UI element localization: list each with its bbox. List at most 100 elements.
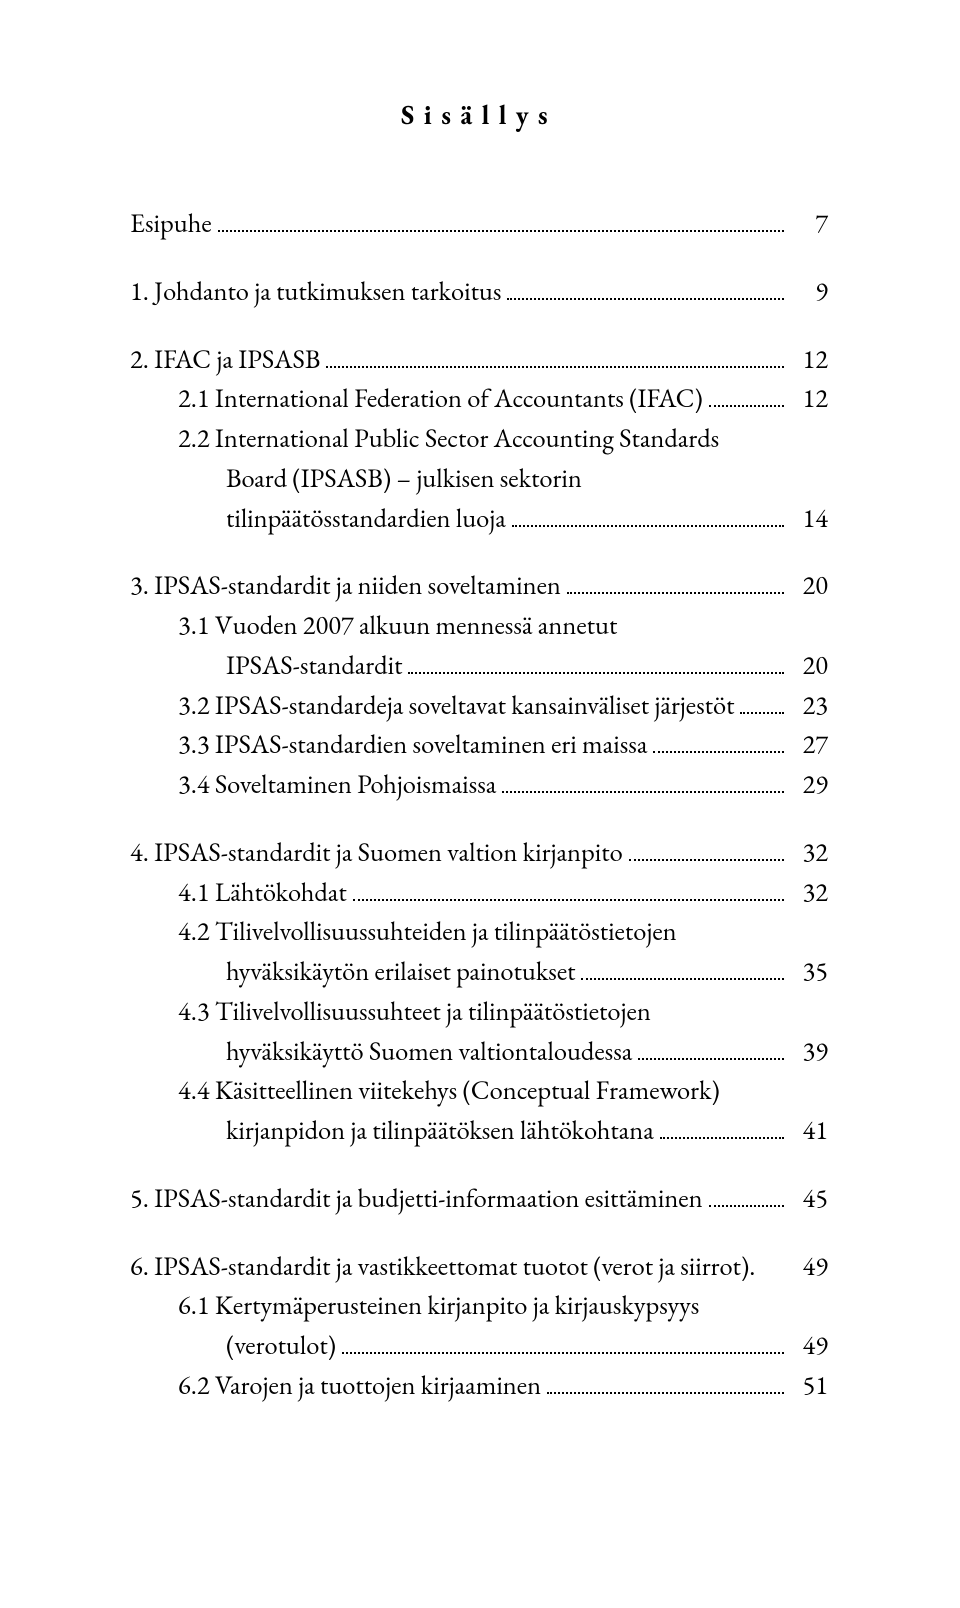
toc-entry-page: 14 — [790, 498, 828, 538]
toc-entry-label: 6. IPSAS-standardit ja vastikkeettomat t… — [130, 1246, 749, 1286]
toc-entry: 6.1 Kertymäperusteinen kirjanpito ja kir… — [130, 1285, 828, 1365]
toc-entry-label: Esipuhe — [130, 203, 212, 243]
toc-entry-label: 1. Johdanto ja tutkimuksen tarkoitus — [130, 271, 501, 311]
toc-entry-line: 1. Johdanto ja tutkimuksen tarkoitus 9 — [130, 271, 828, 311]
toc-entry-line: 3. IPSAS-standardit ja niiden soveltamin… — [130, 565, 828, 605]
toc-entry-line: 6.1 Kertymäperusteinen kirjanpito ja kir… — [130, 1285, 828, 1325]
toc-entry: 2.1 International Federation of Accounta… — [130, 378, 828, 418]
toc-entry-line: 4.3 Tilivelvollisuussuhteet ja tilinpäät… — [130, 991, 828, 1031]
toc-entry-page: 9 — [790, 271, 828, 311]
toc-entry-label: (verotulot) — [226, 1325, 336, 1365]
toc-entry: 2. IFAC ja IPSASB 12 — [130, 339, 828, 379]
toc-leader-dots — [581, 956, 784, 980]
toc-entry-label: 5. IPSAS-standardit ja budjetti-informaa… — [130, 1178, 703, 1218]
toc-entry: 6.2 Varojen ja tuottojen kirjaaminen 51 — [130, 1365, 828, 1405]
toc-entry-page: 20 — [790, 565, 828, 605]
toc-entry-label: tilinpäätösstandardien luoja — [226, 498, 506, 538]
toc-entry-line: 4. IPSAS-standardit ja Suomen valtion ki… — [130, 832, 828, 872]
toc-entry: 4. IPSAS-standardit ja Suomen valtion ki… — [130, 832, 828, 872]
toc-entry-line: 3.2 IPSAS-standardeja soveltavat kansain… — [130, 685, 828, 725]
toc-entry: 3.3 IPSAS-standardien soveltaminen eri m… — [130, 724, 828, 764]
toc-entry-line: 2. IFAC ja IPSASB 12 — [130, 339, 828, 379]
toc-entry-label: 4.1 Lähtökohdat — [178, 872, 347, 912]
toc-entry-line: hyväksikäyttö Suomen valtiontaloudessa 39 — [130, 1031, 828, 1071]
toc-leader-dots — [218, 208, 784, 232]
toc-entry-line: 2.1 International Federation of Accounta… — [130, 378, 828, 418]
table-of-contents: Esipuhe 7 1. Johdanto ja tutkimuksen tarko… — [130, 203, 828, 1405]
toc-entry: 1. Johdanto ja tutkimuksen tarkoitus 9 — [130, 271, 828, 311]
toc-entry-line: 3.3 IPSAS-standardien soveltaminen eri m… — [130, 724, 828, 764]
toc-entry-label: 3.4 Soveltaminen Pohjoismaissa — [178, 764, 496, 804]
toc-entry-line: 3.1 Vuoden 2007 alkuun mennessä annetut — [130, 605, 828, 645]
toc-entry: 3.2 IPSAS-standardeja soveltavat kansain… — [130, 685, 828, 725]
toc-entry-page: 12 — [790, 339, 828, 379]
toc-entry: 6. IPSAS-standardit ja vastikkeettomat t… — [130, 1246, 828, 1286]
toc-entry-page: 49 — [790, 1246, 828, 1286]
toc-entry-label: 6.2 Varojen ja tuottojen kirjaaminen — [178, 1365, 541, 1405]
toc-entry-line: Esipuhe 7 — [130, 203, 828, 243]
toc-entry: 4.1 Lähtökohdat32 — [130, 872, 828, 912]
toc-entry-page: 23 — [790, 685, 828, 725]
toc-entry: Esipuhe 7 — [130, 203, 828, 243]
toc-entry-line: (verotulot) 49 — [130, 1325, 828, 1365]
toc-entry-line: IPSAS-standardit 20 — [130, 645, 828, 685]
toc-leader-dots — [660, 1115, 784, 1139]
toc-entry-line: Board (IPSASB) – julkisen sektorin — [130, 458, 828, 498]
page-title: Sisällys — [130, 98, 828, 133]
toc-entry: 3. IPSAS-standardit ja niiden soveltamin… — [130, 565, 828, 605]
toc-entry: 4.4 Käsitteellinen viitekehys (Conceptua… — [130, 1070, 828, 1150]
toc-entry-page: 27 — [790, 724, 828, 764]
toc-entry-page: 32 — [790, 832, 828, 872]
toc-entry-label: 3. IPSAS-standardit ja niiden soveltamin… — [130, 565, 561, 605]
toc-leader-dots — [342, 1330, 784, 1354]
toc-entry-page: 7 — [790, 203, 828, 243]
toc-entry-label: 3.2 IPSAS-standardeja soveltavat kansain… — [178, 685, 734, 725]
toc-entry-line: tilinpäätösstandardien luoja 14 — [130, 498, 828, 538]
toc-entry: 5. IPSAS-standardit ja budjetti-informaa… — [130, 1178, 828, 1218]
toc-entry-label: hyväksikäytön erilaiset painotukset — [226, 951, 575, 991]
toc-entry: 2.2 International Public Sector Accounti… — [130, 418, 828, 537]
toc-entry-line: 4.1 Lähtökohdat32 — [130, 872, 828, 912]
toc-entry-page: 41 — [790, 1110, 828, 1150]
toc-entry-label: 4. IPSAS-standardit ja Suomen valtion ki… — [130, 832, 623, 872]
toc-leader-dots — [547, 1370, 784, 1394]
toc-entry-page: 49 — [790, 1325, 828, 1365]
toc-entry-page: 20 — [790, 645, 828, 685]
toc-leader-dots — [507, 276, 784, 300]
toc-entry-line: 4.4 Käsitteellinen viitekehys (Conceptua… — [130, 1070, 828, 1110]
toc-leader-dots — [709, 1183, 784, 1207]
toc-entry-page: 45 — [790, 1178, 828, 1218]
toc-entry-label: 3.3 IPSAS-standardien soveltaminen eri m… — [178, 724, 647, 764]
toc-entry-label: IPSAS-standardit — [226, 645, 402, 685]
toc-leader-dots — [709, 383, 784, 407]
toc-entry-label: 2. IFAC ja IPSASB — [130, 339, 320, 379]
toc-entry-line: 2.2 International Public Sector Accounti… — [130, 418, 828, 458]
toc-entry-line: 6.2 Varojen ja tuottojen kirjaaminen 51 — [130, 1365, 828, 1405]
toc-entry: 4.2 Tilivelvollisuussuhteiden ja tilinpä… — [130, 911, 828, 991]
toc-entry-label: hyväksikäyttö Suomen valtiontaloudessa — [226, 1031, 632, 1071]
toc-entry-label: kirjanpidon ja tilinpäätöksen lähtökohta… — [226, 1110, 654, 1150]
toc-leader-dots — [326, 344, 784, 368]
toc-leader-dots — [629, 837, 784, 861]
toc-entry-page: 51 — [790, 1365, 828, 1405]
toc-leader-dots — [567, 570, 784, 594]
toc-leader-dots — [638, 1036, 784, 1060]
toc-leader-dots — [740, 690, 784, 714]
toc-leader-dots — [408, 650, 784, 674]
toc-leader-short: . — [749, 1246, 755, 1286]
toc-entry-line: 6. IPSAS-standardit ja vastikkeettomat t… — [130, 1246, 828, 1286]
toc-entry-line: 4.2 Tilivelvollisuussuhteiden ja tilinpä… — [130, 911, 828, 951]
toc-entry: 3.4 Soveltaminen Pohjoismaissa 29 — [130, 764, 828, 804]
toc-entry-page: 39 — [790, 1031, 828, 1071]
toc-leader-dots — [512, 503, 784, 527]
toc-entry: 3.1 Vuoden 2007 alkuun mennessä annetutI… — [130, 605, 828, 685]
toc-leader-dots — [353, 877, 784, 901]
toc-entry: 4.3 Tilivelvollisuussuhteet ja tilinpäät… — [130, 991, 828, 1071]
toc-entry-page: 12 — [790, 378, 828, 418]
toc-entry-page: 29 — [790, 764, 828, 804]
toc-leader-dots — [502, 769, 784, 793]
toc-entry-line: 3.4 Soveltaminen Pohjoismaissa 29 — [130, 764, 828, 804]
toc-leader-dots — [653, 729, 784, 753]
toc-entry-line: kirjanpidon ja tilinpäätöksen lähtökohta… — [130, 1110, 828, 1150]
toc-entry-page: 35 — [790, 951, 828, 991]
